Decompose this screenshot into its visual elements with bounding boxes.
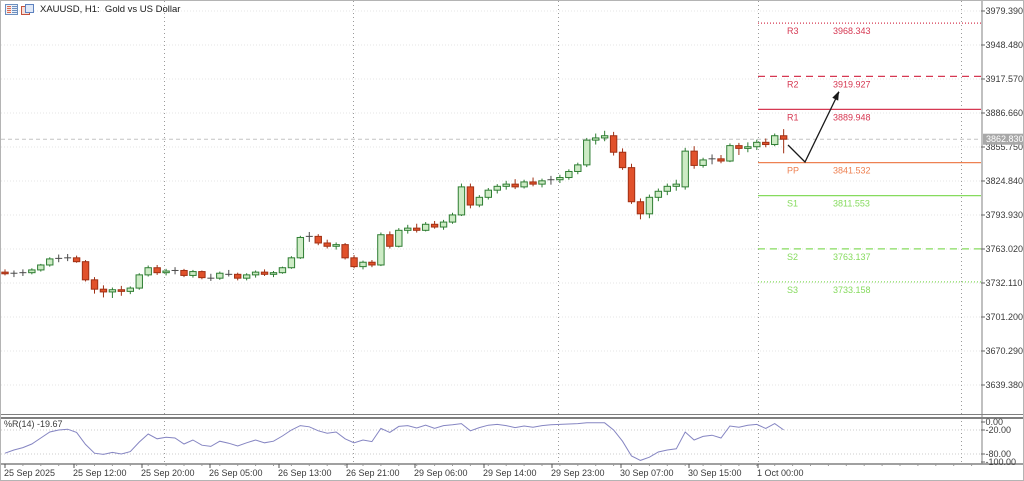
indicator-tick-label: -100.00 — [986, 457, 1017, 467]
time-tick-label: 1 Oct 00:00 — [757, 468, 804, 478]
price-tick-label: 3670.290 — [986, 346, 1024, 356]
indicator-label: %R(14) -19.67 — [4, 419, 63, 429]
time-tick-label: 29 Sep 14:00 — [483, 468, 537, 478]
pivot-label-r1: R1 — [787, 112, 799, 122]
chart-icon[interactable] — [21, 4, 34, 15]
pivot-value-s3: 3733.158 — [833, 285, 871, 295]
pane-borders — [1, 1, 1023, 465]
time-tick-label: 30 Sep 07:00 — [620, 468, 674, 478]
price-tick-label: 3979.390 — [986, 6, 1024, 16]
indicator-name: %R(14) — [4, 419, 35, 429]
pivot-value-r3: 3968.343 — [833, 26, 871, 36]
pivot-levels[interactable]: R3 3968.343 R2 3919.927 R1 3889.948 PP 3841.532… — [758, 22, 981, 295]
indicator-value: -19.67 — [37, 419, 63, 429]
pivot-label-pp: PP — [787, 166, 799, 176]
price-tick-label: 3732.110 — [986, 278, 1023, 288]
indicator-tick-label: -20.00 — [986, 425, 1012, 435]
chart-title: XAUUSD, H1: Gold vs US Dollar — [40, 4, 181, 15]
time-axis[interactable]: 25 Sep 2025 25 Sep 12:00 25 Sep 20:00 26 Se… — [4, 464, 973, 478]
pivot-label-s2: S2 — [787, 252, 798, 262]
pivot-value-r1: 3889.948 — [833, 112, 871, 122]
pivot-value-r2: 3919.927 — [833, 79, 871, 89]
pivot-label-r3: R3 — [787, 26, 799, 36]
pivot-label-s1: S1 — [787, 199, 798, 209]
pivot-value-s2: 3763.137 — [833, 252, 871, 262]
chart-title-bar: XAUUSD, H1: Gold vs US Dollar — [5, 4, 180, 15]
pivot-value-s1: 3811.553 — [833, 199, 870, 209]
pivot-label-s3: S3 — [787, 285, 798, 295]
pivot-label-r2: R2 — [787, 79, 799, 89]
price-tick-label: 3763.020 — [986, 244, 1024, 254]
wpr-line — [4, 422, 784, 461]
indicator-tick-label: 0.00 — [986, 417, 1004, 427]
time-tick-label: 30 Sep 15:00 — [688, 468, 742, 478]
price-tick-label: 3948.480 — [986, 40, 1024, 50]
current-price-tag — [983, 133, 1023, 145]
trend-arrow-annotation[interactable] — [787, 91, 840, 164]
price-tick-label: 3917.570 — [986, 74, 1024, 84]
price-tick-label: 3824.840 — [986, 176, 1024, 186]
price-axis[interactable]: 3979.390 3948.480 3917.570 3886.660 3855.750… — [981, 6, 1024, 390]
price-tick-label: 3639.380 — [986, 380, 1024, 390]
price-tick-label: 3886.660 — [986, 108, 1024, 118]
candlesticks — [1, 129, 788, 298]
current-price-value: 3862.830 — [986, 134, 1024, 144]
time-tick-label: 26 Sep 13:00 — [278, 468, 332, 478]
wpr-indicator-pane[interactable]: 0.00-20.00 -80.00-100.00 — [1, 417, 1016, 467]
time-tick-label: 26 Sep 05:00 — [209, 468, 263, 478]
time-tick-label: 26 Sep 21:00 — [346, 468, 400, 478]
pivot-value-pp: 3841.532 — [833, 166, 871, 176]
time-tick-label: 25 Sep 12:00 — [73, 468, 127, 478]
price-tick-label: 3855.750 — [986, 142, 1024, 152]
grid-icon[interactable] — [5, 4, 18, 15]
time-tick-label: 25 Sep 20:00 — [141, 468, 195, 478]
day-separators — [164, 1, 962, 464]
time-tick-label: 29 Sep 06:00 — [414, 468, 468, 478]
price-tick-label: 3701.200 — [986, 312, 1024, 322]
time-tick-label: 25 Sep 2025 — [4, 468, 55, 478]
indicator-tick-label: -80.00 — [986, 449, 1012, 459]
price-tick-label: 3793.930 — [986, 210, 1024, 220]
price-gridlines — [1, 10, 981, 386]
time-tick-label: 29 Sep 23:00 — [551, 468, 605, 478]
